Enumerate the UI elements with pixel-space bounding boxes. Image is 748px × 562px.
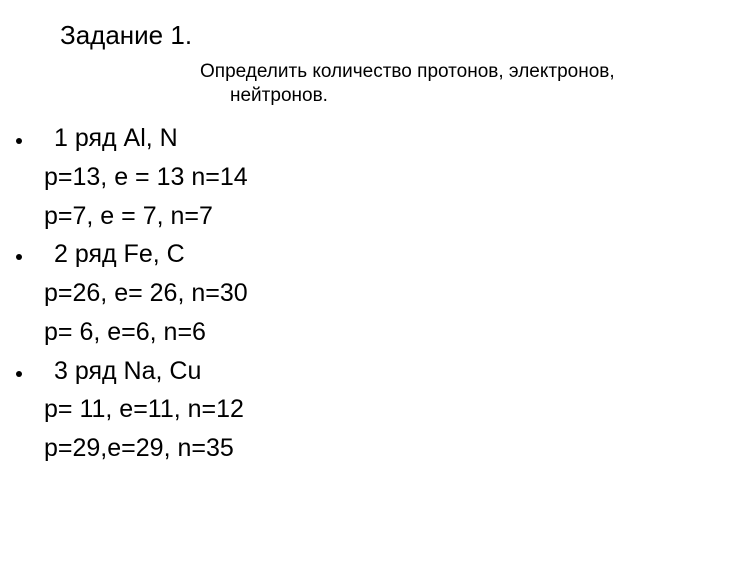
row-header-label: 3 ряд Na, Cu — [40, 357, 201, 385]
data-line: p= 6, e=6, n=6 — [44, 313, 748, 352]
row-header: 2 ряд Fe, C — [34, 235, 748, 274]
row-header: 3 ряд Na, Cu — [34, 352, 748, 391]
task-subtitle-line1: Определить количество протонов, электрон… — [200, 61, 748, 83]
row-header-label: 2 ряд Fe, C — [40, 240, 185, 268]
data-line: p=13, e = 13 n=14 — [44, 158, 748, 197]
data-line: p=29,e=29, n=35 — [44, 429, 748, 468]
data-line: p=26, e= 26, n=30 — [44, 274, 748, 313]
task-body: 1 ряд Al, N — [34, 119, 748, 158]
data-line: p= 11, e=11, n=12 — [44, 390, 748, 429]
task-subtitle-line2: нейтронов. — [230, 85, 748, 107]
task-body: 3 ряд Na, Cu — [34, 352, 748, 391]
task-title: Задание 1. — [60, 20, 748, 51]
data-line: p=7, e = 7, n=7 — [44, 197, 748, 236]
task-body: 2 ряд Fe, C — [34, 235, 748, 274]
row-header: 1 ряд Al, N — [34, 119, 748, 158]
row-header-label: 1 ряд Al, N — [40, 124, 178, 152]
